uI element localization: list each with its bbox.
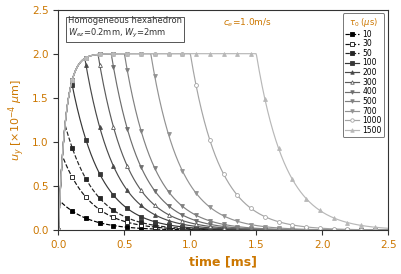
Legend: 10, 30, 50, 100, 200, 300, 400, 500, 700, 1000, 1500: 10, 30, 50, 100, 200, 300, 400, 500, 700… <box>342 13 383 138</box>
Text: Homogeneous hexahedron
$W_{ez}$=0.2mm, $W_y$=2mm: Homogeneous hexahedron $W_{ez}$=0.2mm, $… <box>68 16 182 40</box>
Text: $c_e$=1.0m/s: $c_e$=1.0m/s <box>223 16 271 29</box>
X-axis label: time [ms]: time [ms] <box>189 255 257 269</box>
Y-axis label: $u_y$ [$\times 10^{-4}$ $\mu$m]: $u_y$ [$\times 10^{-4}$ $\mu$m] <box>6 79 26 161</box>
